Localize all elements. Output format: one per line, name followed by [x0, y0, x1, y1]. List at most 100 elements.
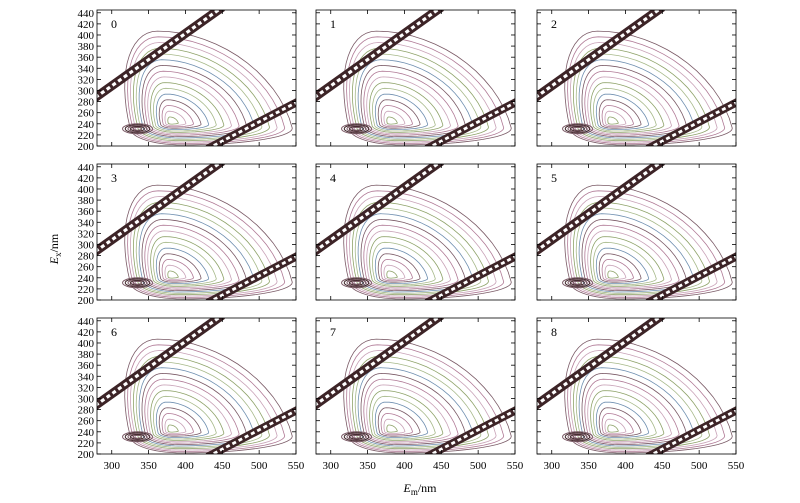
panel-frame — [536, 317, 737, 455]
x-tick-label: 400 — [617, 460, 634, 472]
contour-line — [372, 241, 436, 286]
contour-line — [598, 407, 642, 437]
contour-line — [147, 384, 232, 443]
contour-line — [607, 270, 619, 279]
contour-line — [584, 70, 680, 136]
scatter-band-highlight — [537, 164, 662, 253]
contour-line — [593, 87, 657, 132]
contour-line — [369, 82, 444, 133]
y-tick-label: 260 — [78, 416, 95, 428]
panel-label: 2 — [551, 17, 557, 31]
contour-line — [570, 433, 585, 440]
x-tick-label: 500 — [470, 460, 487, 472]
y-tick-label: 320 — [78, 74, 95, 86]
contour-line — [161, 105, 194, 128]
contour-line — [144, 224, 240, 290]
contour-line — [343, 124, 370, 134]
x-tick-label: 450 — [654, 460, 671, 472]
panel-label: 1 — [330, 17, 336, 31]
y-tick-label: 300 — [78, 239, 95, 251]
contour-line — [346, 190, 505, 298]
contour-line — [564, 124, 591, 134]
contour-line — [150, 82, 225, 133]
contour-line — [147, 76, 232, 135]
contour-line — [590, 82, 665, 133]
scatter-band — [645, 252, 736, 300]
contour-line — [144, 378, 240, 444]
x-tick-label: 400 — [177, 460, 194, 472]
y-tick-label: 380 — [78, 195, 95, 207]
panel-frame — [96, 9, 297, 147]
contour-line — [564, 30, 733, 146]
contour-line — [122, 277, 154, 289]
y-tick-label: 320 — [78, 382, 95, 394]
contour-line — [124, 30, 293, 146]
contour-line — [598, 253, 642, 283]
contour-line — [581, 64, 688, 138]
y-tick-label: 240 — [78, 427, 95, 439]
contour-line — [144, 70, 240, 136]
contour-line — [567, 433, 588, 441]
contour-line — [127, 190, 286, 298]
scatter-band — [424, 98, 515, 146]
contour-line — [595, 401, 650, 438]
contour-line — [601, 413, 634, 436]
contour-line — [158, 99, 202, 129]
contour-line — [380, 259, 413, 282]
contour-line — [601, 259, 634, 282]
contour-line — [564, 278, 591, 288]
panel-label: 3 — [111, 171, 117, 185]
contour-line — [598, 99, 642, 129]
contour-line — [127, 433, 148, 441]
contour-line — [366, 384, 451, 443]
contour-panel-6: 2002202402602803003203403603804004204403… — [78, 316, 305, 472]
contour-line — [377, 407, 421, 437]
contour-line — [593, 395, 657, 440]
contour-line — [380, 105, 413, 128]
panel-frame — [536, 163, 737, 301]
contour-line — [343, 30, 512, 146]
contour-line — [372, 87, 436, 132]
contour-line — [604, 264, 627, 280]
contour-line — [374, 401, 429, 438]
y-tick-label: 200 — [78, 449, 95, 461]
y-tick-label: 420 — [78, 173, 95, 185]
contour-line — [346, 279, 367, 287]
contour-line — [562, 123, 594, 135]
contour-line — [153, 395, 217, 440]
contour-line — [341, 431, 373, 443]
contour-line — [369, 390, 444, 441]
contour-line — [155, 93, 210, 130]
y-tick-label: 340 — [78, 63, 95, 75]
x-tick-label: 550 — [728, 460, 745, 472]
panel-frame — [536, 9, 737, 147]
x-tick-label: 300 — [322, 460, 339, 472]
contour-line — [377, 253, 421, 283]
contour-line — [604, 418, 627, 434]
contour-line — [127, 279, 148, 287]
panel-plot-area — [537, 318, 736, 454]
contour-line — [124, 184, 293, 300]
x-tick-label: 350 — [580, 460, 597, 472]
contour-line — [572, 280, 583, 285]
contour-line — [363, 70, 459, 136]
contour-line — [122, 431, 154, 443]
contour-line — [132, 434, 143, 439]
y-tick-label: 420 — [78, 327, 95, 339]
contour-line — [346, 433, 367, 441]
scatter-band-highlight — [537, 318, 662, 407]
contour-line — [164, 418, 187, 434]
contour-line — [351, 434, 362, 439]
contour-line — [601, 105, 634, 128]
contour-line — [564, 338, 733, 454]
y-tick-label: 360 — [78, 206, 95, 218]
contour-line — [127, 36, 286, 144]
y-tick-label: 420 — [78, 19, 95, 31]
scatter-band-highlight — [316, 318, 441, 407]
contour-line — [124, 338, 293, 454]
contour-line — [341, 277, 373, 289]
contour-line — [572, 434, 583, 439]
contour-line — [570, 279, 585, 286]
